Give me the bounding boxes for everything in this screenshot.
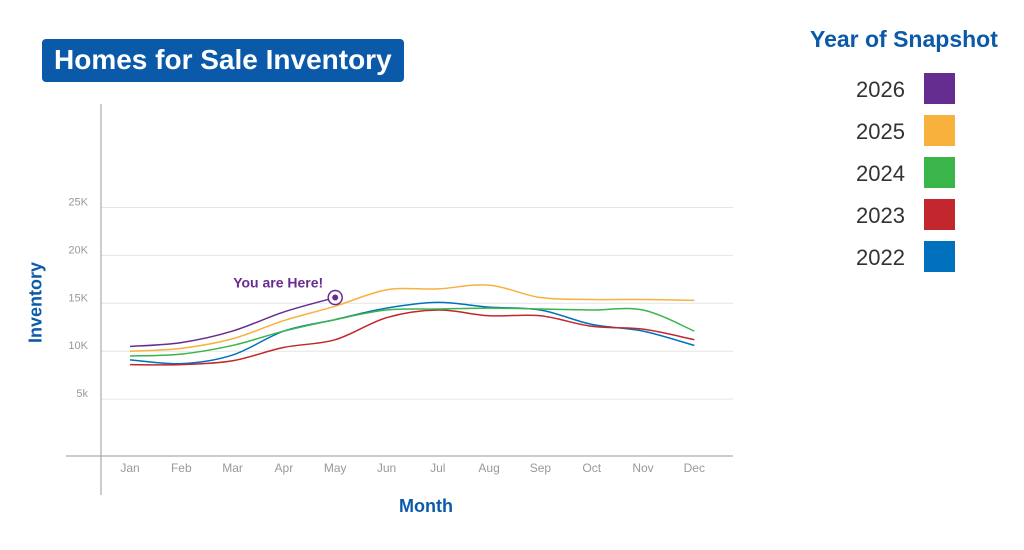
legend-swatch <box>924 73 955 104</box>
y-tick-label: 20K <box>68 244 88 256</box>
series-line-2024 <box>129 307 695 357</box>
y-tick-label: 10K <box>68 340 88 352</box>
legend-swatch <box>924 157 955 188</box>
legend-title: Year of Snapshot <box>810 26 998 52</box>
y-tick-label: 25K <box>68 197 88 209</box>
legend-label: 2023 <box>856 203 905 228</box>
annotation-dot <box>332 294 339 301</box>
y-axis-label: Inventory <box>25 261 46 344</box>
x-tick-label: Jul <box>430 461 445 475</box>
annotation-label: You are Here! <box>233 275 323 291</box>
x-tick-label: Feb <box>171 461 192 475</box>
x-axis-label: Month <box>399 496 453 516</box>
x-tick-label: Jan <box>120 461 139 475</box>
chart-title: Homes for Sale Inventory <box>42 39 404 82</box>
x-tick-label: Apr <box>275 461 294 475</box>
legend-label: 2026 <box>856 77 905 102</box>
x-tick-label: Oct <box>582 461 601 475</box>
x-tick-label: Dec <box>684 461 705 475</box>
x-tick-label: May <box>324 461 347 475</box>
legend-label: 2022 <box>856 245 905 270</box>
series-line-2022 <box>129 301 695 365</box>
series-line-2026 <box>129 296 336 348</box>
legend-swatch <box>924 115 955 146</box>
y-tick-label: 15K <box>68 292 88 304</box>
series-line-2025 <box>129 284 695 352</box>
legend-label: 2024 <box>856 161 905 186</box>
legend-swatch <box>924 199 955 230</box>
x-tick-label: Jun <box>377 461 396 475</box>
x-tick-label: Sep <box>530 461 552 475</box>
y-tick-label: 5k <box>76 388 88 400</box>
x-tick-label: Aug <box>478 461 499 475</box>
series-line-2023 <box>129 309 695 366</box>
x-tick-label: Mar <box>222 461 243 475</box>
x-tick-label: Nov <box>632 461 653 475</box>
legend-label: 2025 <box>856 119 905 144</box>
legend-swatch <box>924 241 955 272</box>
